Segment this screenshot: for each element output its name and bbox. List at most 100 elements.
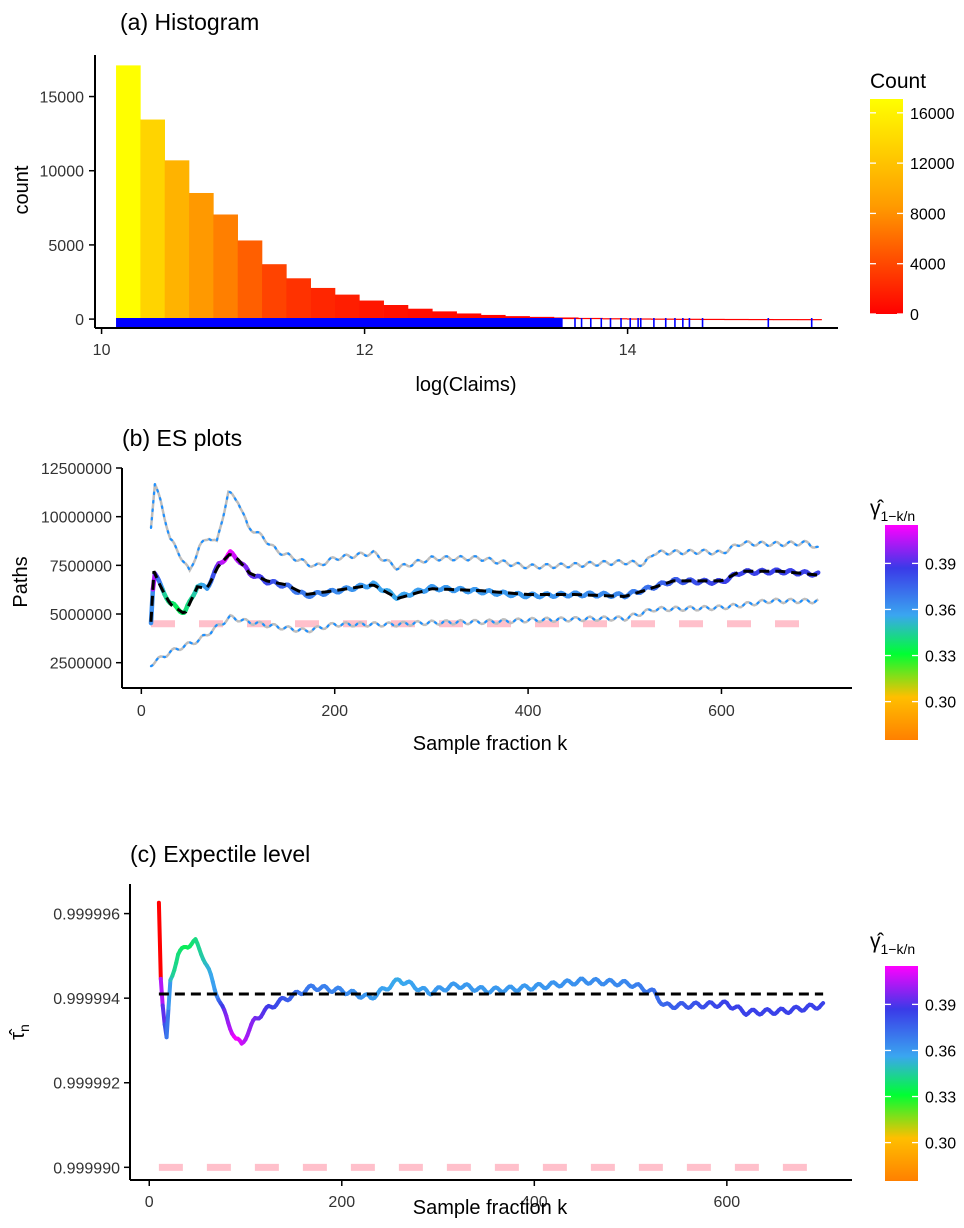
histogram-bar <box>505 316 530 320</box>
colorbar-tick-label: 0.36 <box>925 602 956 619</box>
expectile-paths <box>156 900 826 1171</box>
count-colorbar-ticks: 0 4000 8000 12000 16000 <box>870 106 955 324</box>
histogram-bar <box>748 318 774 321</box>
histogram-bar <box>237 240 263 320</box>
panel-a-title: (a) Histogram <box>120 9 259 35</box>
y-tick-label: 0 <box>75 312 84 329</box>
colorbar-tick-label: 8000 <box>910 206 946 223</box>
colorbar-tick-label: 0.33 <box>925 649 956 666</box>
colorbar-tick-label: 16000 <box>910 106 955 123</box>
x-tick-label: 10 <box>93 342 111 359</box>
x-tick-label: 0 <box>137 703 146 720</box>
count-colorbar-title: Count <box>870 70 926 93</box>
y-tick-label: 5000 <box>48 238 84 255</box>
x-tick-label: 200 <box>328 1194 355 1211</box>
histogram-bar <box>651 318 676 320</box>
x-tick-label: 400 <box>521 1194 548 1211</box>
histogram-bar <box>140 119 165 320</box>
y-tick-label: 2500000 <box>50 656 112 673</box>
panel-a-y-label: count <box>11 165 33 214</box>
panel-c-y-ticks: 0.999990 0.999992 0.999994 0.999996 <box>53 907 130 1177</box>
histogram-bar <box>480 314 506 320</box>
histogram-bar <box>164 160 190 320</box>
gamma-colorbar-b <box>885 525 918 740</box>
histogram-bar <box>116 65 141 320</box>
histogram-bar <box>286 278 311 320</box>
tau-estimate-segment <box>166 978 173 1010</box>
tau-estimate-segment <box>819 1001 826 1007</box>
lower-bound-line <box>150 597 819 668</box>
y-tick-label: 10000000 <box>41 510 112 527</box>
colorbar-tick-label: 12000 <box>910 156 955 173</box>
panel-c-title: (c) Expectile level <box>130 841 310 867</box>
panel-a-x-ticks: 10 12 14 <box>93 328 637 359</box>
panel-c-x-label: Sample fraction k <box>413 1197 569 1219</box>
histogram-bar <box>213 214 238 320</box>
x-tick-label: 200 <box>321 703 348 720</box>
histogram-bar <box>724 318 749 321</box>
gamma-colorbar-c-ticks: 0.30 0.33 0.36 0.39 <box>885 997 956 1153</box>
panel-b-y-label: Paths <box>10 556 32 607</box>
colorbar-tick-label: 4000 <box>910 257 946 274</box>
histogram-bar <box>553 317 579 320</box>
gamma-colorbar-title-b: γ̂1−k/n <box>870 497 915 524</box>
histogram-bar <box>699 318 725 321</box>
y-tick-label: 12500000 <box>41 461 112 478</box>
histogram-bar <box>262 264 287 320</box>
gamma-colorbar-c <box>885 966 918 1181</box>
colorbar-tick-label: 0.39 <box>925 997 956 1014</box>
panel-b-title: (b) ES plots <box>122 425 242 451</box>
panel-b-x-label: Sample fraction k <box>413 733 569 755</box>
colorbar-tick-label: 0.39 <box>925 556 956 573</box>
panel-c: (c) Expectile level 0.9999900.9999920.99… <box>7 841 956 1219</box>
upper-bound-dots <box>149 483 820 573</box>
x-tick-label: 12 <box>356 342 374 359</box>
panel-a-y-ticks: 0 5000 10000 15000 <box>40 90 95 329</box>
histogram-bar <box>529 316 555 320</box>
y-tick-label: 5000000 <box>50 607 112 624</box>
histogram-bar <box>359 300 384 320</box>
tau-estimate-segment <box>158 976 165 1008</box>
count-colorbar <box>870 99 903 314</box>
panel-b: (b) ES plots 2500000 5000000 7500000 100000… <box>10 425 956 755</box>
es-paths <box>148 483 821 668</box>
histogram-bar <box>456 313 482 320</box>
colorbar-tick-label: 0.30 <box>925 695 956 712</box>
panel-b-x-ticks: 0 200 400 600 <box>137 688 735 720</box>
x-tick-label: 14 <box>619 342 637 359</box>
upper-bound-line <box>149 483 819 574</box>
colorbar-tick-label: 0.33 <box>925 1090 956 1107</box>
panel-a-x-label: log(Claims) <box>415 374 516 396</box>
colorbar-tick-label: 0 <box>910 307 919 324</box>
panel-c-x-ticks: 0 200 400 600 <box>145 1180 740 1211</box>
panel-a: (a) Histogram 0 5000 10000 15000 10 12 14 log… <box>11 9 955 396</box>
histogram-bar <box>189 192 214 320</box>
histogram-bar <box>626 318 652 320</box>
y-tick-label: 10000 <box>40 164 85 181</box>
histogram-bar <box>334 294 360 320</box>
panel-c-y-label: τ̂n <box>7 1024 32 1040</box>
colorbar-tick-label: 0.36 <box>925 1043 956 1060</box>
histogram-bar <box>602 318 628 320</box>
y-tick-label: 7500000 <box>50 558 112 575</box>
tau-estimate-segment <box>160 1003 167 1027</box>
es-reference-dashed <box>149 552 819 622</box>
tau-estimate-segment <box>156 900 163 981</box>
histogram-bar <box>675 318 701 320</box>
lower-bound-dots <box>149 597 820 668</box>
histogram-bars <box>116 65 822 321</box>
panel-b-y-ticks: 2500000 5000000 7500000 10000000 12500000 <box>41 461 122 673</box>
gamma-colorbar-b-ticks: 0.30 0.33 0.36 0.39 <box>885 556 956 712</box>
histogram-bar <box>772 319 798 321</box>
histogram-bar <box>310 287 336 320</box>
histogram-bar <box>407 308 433 320</box>
x-tick-label: 400 <box>515 703 542 720</box>
histogram-bar <box>383 305 409 320</box>
y-tick-label: 0.999996 <box>53 907 120 924</box>
y-tick-label: 15000 <box>40 90 85 107</box>
rug-dense-band <box>116 318 549 328</box>
histogram-bar <box>797 319 822 321</box>
y-tick-label: 0.999992 <box>53 1076 120 1093</box>
x-tick-label: 600 <box>714 1194 741 1211</box>
